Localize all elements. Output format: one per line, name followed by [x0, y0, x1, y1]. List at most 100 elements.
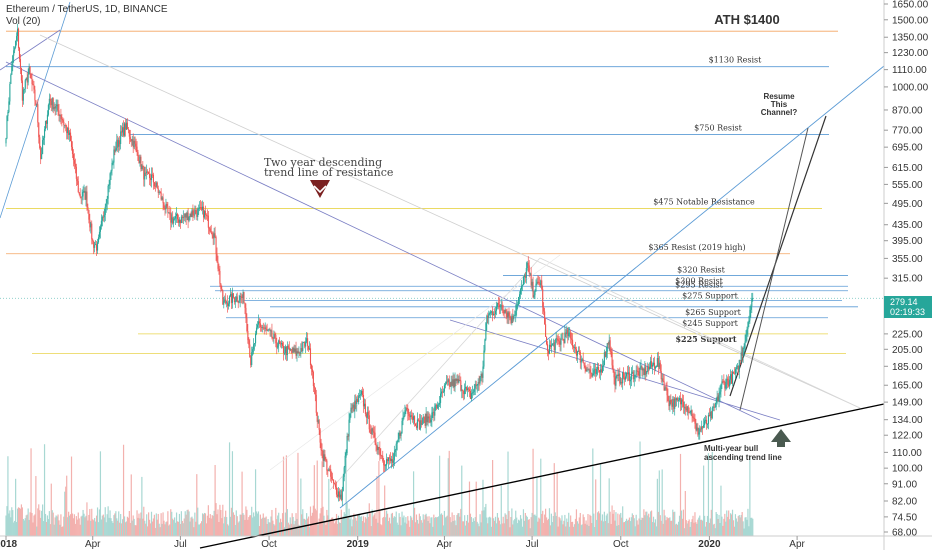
volume-bar [361, 521, 364, 536]
volume-bar [701, 519, 703, 536]
candle-body [34, 89, 36, 101]
volume-bar [713, 523, 715, 536]
candle-body [509, 316, 511, 318]
volume-bar [168, 525, 170, 536]
candle-body [70, 141, 73, 147]
candle-body [46, 114, 48, 124]
candle-body [573, 347, 576, 349]
candle-body [110, 170, 112, 174]
volume-bar [254, 469, 257, 536]
candle-body [210, 231, 212, 233]
volume-bar [450, 522, 452, 536]
candle-body [482, 366, 484, 378]
candle-body [361, 390, 364, 396]
volume-bar [261, 517, 263, 536]
candle-body [717, 396, 719, 402]
candle-body [690, 410, 692, 413]
candle-body [138, 160, 140, 163]
candle-body [251, 352, 253, 365]
volume-bar [423, 519, 425, 536]
candle-body [228, 303, 230, 307]
volume-bar [698, 517, 700, 536]
volume-bar [10, 517, 12, 536]
candle-body [11, 65, 13, 75]
volume-bar [83, 513, 85, 536]
candle-body [137, 152, 139, 161]
candle-body [525, 268, 527, 278]
volume-bar [189, 521, 191, 536]
candle-body [501, 304, 503, 310]
candle-body [526, 262, 528, 269]
candle-body [651, 361, 653, 367]
volume-bar [650, 510, 653, 536]
volume-bar [636, 520, 638, 536]
candle-body [164, 208, 166, 210]
volume-bar [522, 509, 525, 536]
candle-body [532, 281, 534, 298]
candle-body [22, 89, 24, 101]
candle-body [394, 450, 396, 453]
candle-body [220, 283, 222, 289]
volume-bar [71, 513, 74, 536]
candle-body [504, 309, 506, 314]
volume-bar [373, 514, 375, 536]
channel-line [539, 257, 861, 409]
volume-bar [37, 508, 39, 536]
candle-body [715, 402, 717, 407]
volume-bar [518, 519, 520, 536]
volume-bar [191, 516, 193, 536]
volume-bar [179, 523, 182, 536]
candle-body [308, 345, 310, 350]
candle-body [705, 419, 708, 425]
candle-body [99, 226, 101, 232]
volume-bar [82, 509, 84, 536]
candle-body [518, 297, 520, 305]
bar-countdown: 02:19:33 [890, 307, 925, 317]
volume-bar [354, 515, 356, 536]
candle-body [692, 416, 694, 418]
candle-body [236, 296, 238, 302]
volume-bar [585, 520, 587, 536]
candle-body [498, 304, 500, 307]
volume-bar [666, 516, 668, 536]
volume-bar [495, 523, 498, 536]
candle-body [559, 341, 561, 345]
volume-bar [199, 524, 201, 536]
y-tick-label: 495.00 [892, 199, 923, 210]
volume-bar [694, 512, 696, 536]
candle-body [698, 432, 700, 435]
volume-bar [25, 515, 27, 536]
volume-bar [490, 517, 492, 536]
volume-bar [308, 526, 311, 536]
volume-bar [582, 514, 584, 536]
candle-body [543, 307, 545, 312]
candle-body [547, 350, 550, 354]
y-tick-label: 1110.00 [892, 65, 927, 76]
volume-bar [89, 509, 91, 536]
volume-bar [729, 519, 731, 536]
volume-bar [307, 516, 310, 536]
volume-bar [414, 522, 417, 536]
trend-lines [0, 1, 885, 549]
y-tick-label: 1650.00 [892, 0, 929, 11]
volume-bar [227, 525, 230, 536]
candle-body [413, 416, 415, 420]
candle-body [258, 321, 260, 324]
volume-bar [30, 448, 32, 536]
volume-bar [313, 465, 315, 536]
candle-body [327, 470, 329, 472]
candle-body [67, 127, 69, 134]
volume-bar [121, 519, 124, 536]
volume-bar [332, 517, 334, 536]
down-arrow-icon [310, 180, 330, 198]
channel-line [739, 127, 809, 411]
volume-bar [393, 516, 395, 536]
candle-body [706, 423, 709, 425]
volume-bar [331, 517, 333, 536]
candle-body [309, 348, 312, 365]
candle-body [708, 414, 710, 416]
candle-body [33, 84, 35, 90]
candle-body [350, 407, 352, 414]
candle-body [556, 338, 558, 340]
volume-bar [135, 525, 137, 536]
